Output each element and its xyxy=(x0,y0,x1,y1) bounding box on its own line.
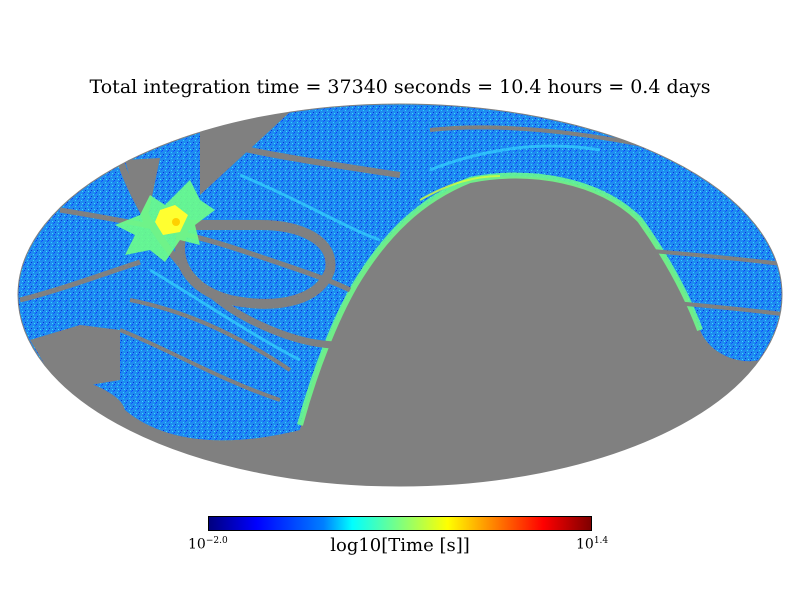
exposure-hotspot xyxy=(115,180,215,262)
gap-wedge xyxy=(125,158,160,230)
unobserved-region xyxy=(18,176,782,486)
colorbar-min-label: 10−2.0 xyxy=(188,536,228,553)
map-title: Total integration time = 37340 seconds =… xyxy=(89,76,711,98)
colorbar-max-label: 101.4 xyxy=(576,536,609,553)
colorbar xyxy=(208,516,592,531)
colorbar-label: log10[Time [s]] xyxy=(330,535,470,556)
map-boundary xyxy=(17,103,783,487)
